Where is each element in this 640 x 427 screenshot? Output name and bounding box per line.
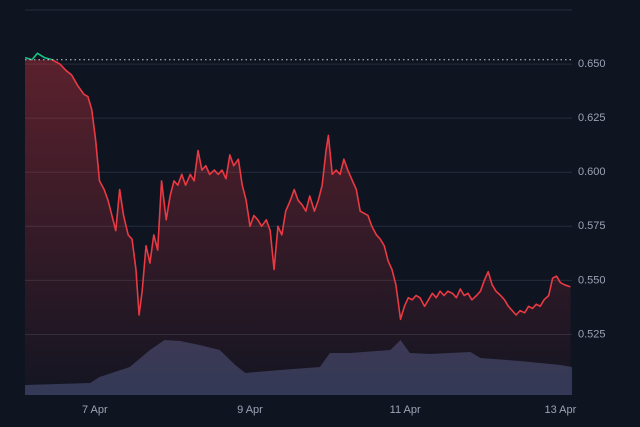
y-tick-label: 0.575 — [578, 220, 606, 232]
x-tick-label: 11 Apr — [390, 404, 421, 416]
y-tick-label: 0.525 — [578, 328, 606, 340]
price-area — [25, 59, 571, 395]
y-tick-label: 0.625 — [578, 112, 606, 124]
x-tick-label: 13 Apr — [544, 404, 576, 416]
price-line — [29, 59, 571, 321]
x-tick-label: 9 Apr — [237, 404, 263, 416]
x-tick-label: 7 Apr — [82, 404, 108, 416]
y-tick-label: 0.550 — [578, 274, 606, 286]
y-tick-label: 0.650 — [578, 58, 606, 70]
y-tick-label: 0.600 — [578, 166, 606, 178]
